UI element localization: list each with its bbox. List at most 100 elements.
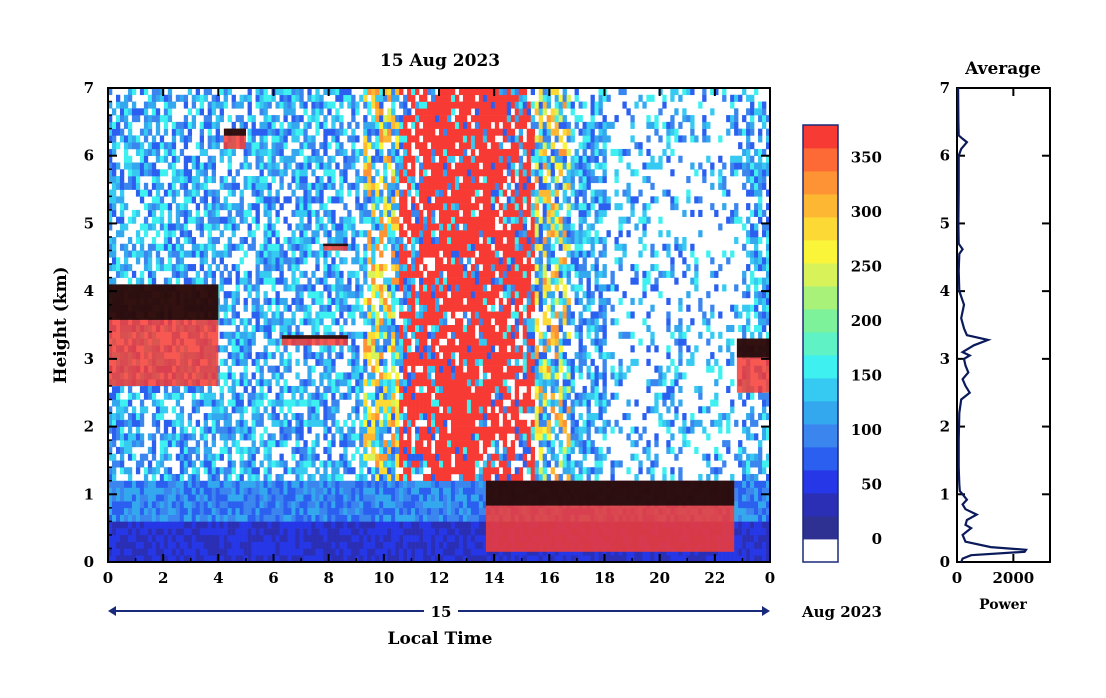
heatmap-cell xyxy=(466,433,472,441)
heatmap-cell xyxy=(327,176,332,184)
heatmap-cell xyxy=(287,426,292,434)
heatmap-cell xyxy=(442,203,448,211)
heatmap-cell xyxy=(450,189,456,197)
heatmap-cell xyxy=(131,101,137,109)
heatmap-cell xyxy=(423,277,428,285)
heatmap-cell xyxy=(243,331,248,339)
heatmap-cell xyxy=(474,534,480,542)
heatmap-cell xyxy=(247,460,252,468)
heatmap-cell xyxy=(411,243,416,251)
heatmap-cell xyxy=(299,196,304,204)
heatmap-cell xyxy=(203,223,208,231)
heatmap-cell xyxy=(231,433,236,441)
heatmap-cell xyxy=(371,257,376,265)
heatmap-cell xyxy=(271,352,276,360)
heatmap-cell xyxy=(470,223,476,231)
heatmap-cell xyxy=(343,541,348,549)
heatmap-cell xyxy=(275,135,280,143)
heatmap-cell xyxy=(431,413,436,421)
heatmap-cell xyxy=(303,555,308,562)
heatmap-cell xyxy=(454,101,460,109)
heatmap-cell xyxy=(359,521,364,529)
heatmap-cell xyxy=(191,446,197,454)
heatmap-cell xyxy=(415,311,420,319)
heatmap-cell xyxy=(259,494,264,502)
heatmap-cell xyxy=(251,142,256,150)
heatmap-cell xyxy=(307,121,312,129)
heatmap-cell xyxy=(183,507,189,515)
heatmap-cell xyxy=(111,514,117,522)
heatmap-cell xyxy=(375,399,380,407)
heatmap-cell xyxy=(462,325,468,333)
heatmap-cell xyxy=(191,250,197,258)
heatmap-cell xyxy=(167,94,173,102)
heatmap-cell xyxy=(151,135,157,143)
heatmap-cell xyxy=(263,379,268,387)
heatmap-cell xyxy=(211,419,216,427)
heatmap-cell xyxy=(474,426,480,434)
heatmap-cell xyxy=(119,460,125,468)
heatmap-cell xyxy=(187,413,193,421)
heatmap-cell xyxy=(474,115,480,123)
heatmap-cell xyxy=(427,494,432,502)
heatmap-cell xyxy=(387,155,392,163)
heatmap-cell xyxy=(319,507,324,515)
heatmap-cell xyxy=(163,223,169,231)
heatmap-cell xyxy=(151,399,157,407)
heatmap-cell xyxy=(315,216,320,224)
heatmap-cell xyxy=(171,264,177,272)
heatmap-cell xyxy=(423,399,428,407)
heatmap-cell xyxy=(203,534,208,542)
heatmap-cell xyxy=(299,433,304,441)
heatmap-cell xyxy=(123,148,129,157)
heatmap-cell xyxy=(462,223,468,231)
heatmap-cell xyxy=(108,250,113,258)
heatmap-cell xyxy=(478,541,484,549)
heatmap-cell xyxy=(423,345,428,353)
heatmap-cell xyxy=(411,480,416,488)
heatmap-cell xyxy=(335,507,340,515)
heatmap-cell xyxy=(239,487,244,495)
heatmap-cell xyxy=(251,358,256,366)
heatmap-cell xyxy=(403,534,408,542)
heatmap-cell xyxy=(207,216,212,224)
heatmap-cell xyxy=(446,480,452,488)
heatmap-cell xyxy=(315,385,320,394)
heatmap-cell xyxy=(347,548,352,556)
heatmap-cell xyxy=(151,115,157,123)
heatmap-cell xyxy=(355,487,360,495)
heatmap-cell xyxy=(291,514,296,522)
heatmap-cell xyxy=(207,223,212,231)
heatmap-cell xyxy=(431,379,436,387)
heatmap-cell xyxy=(163,230,169,238)
heatmap-cell xyxy=(267,501,272,509)
heatmap-cell xyxy=(299,419,304,427)
heatmap-cell xyxy=(267,236,272,245)
heatmap-cell xyxy=(415,142,420,150)
heatmap-cell xyxy=(331,155,336,163)
heatmap-cell xyxy=(423,264,428,272)
heatmap-cell xyxy=(315,534,320,542)
heatmap-cell xyxy=(355,379,360,387)
heatmap-cell xyxy=(143,128,149,136)
heatmap-cell xyxy=(163,555,169,562)
heatmap-cell xyxy=(119,521,125,529)
heatmap-cell xyxy=(327,521,332,529)
heatmap-cell xyxy=(111,257,117,265)
heatmap-cell xyxy=(183,521,189,529)
heatmap-cell xyxy=(458,216,464,224)
heatmap-cell xyxy=(474,135,480,143)
heatmap-cell xyxy=(399,331,404,339)
heatmap-cell xyxy=(227,203,232,211)
heatmap-cell xyxy=(179,555,185,562)
heatmap-cell xyxy=(327,358,332,366)
heatmap-cell xyxy=(191,480,197,488)
heatmap-cell xyxy=(359,331,364,339)
heatmap-cell xyxy=(395,176,400,184)
heatmap-cell xyxy=(470,494,476,502)
heatmap-cell xyxy=(191,501,197,509)
heatmap-cell xyxy=(363,379,368,387)
heatmap-cell xyxy=(331,365,336,373)
heatmap-cell xyxy=(343,216,348,224)
heatmap-cell xyxy=(251,406,256,414)
